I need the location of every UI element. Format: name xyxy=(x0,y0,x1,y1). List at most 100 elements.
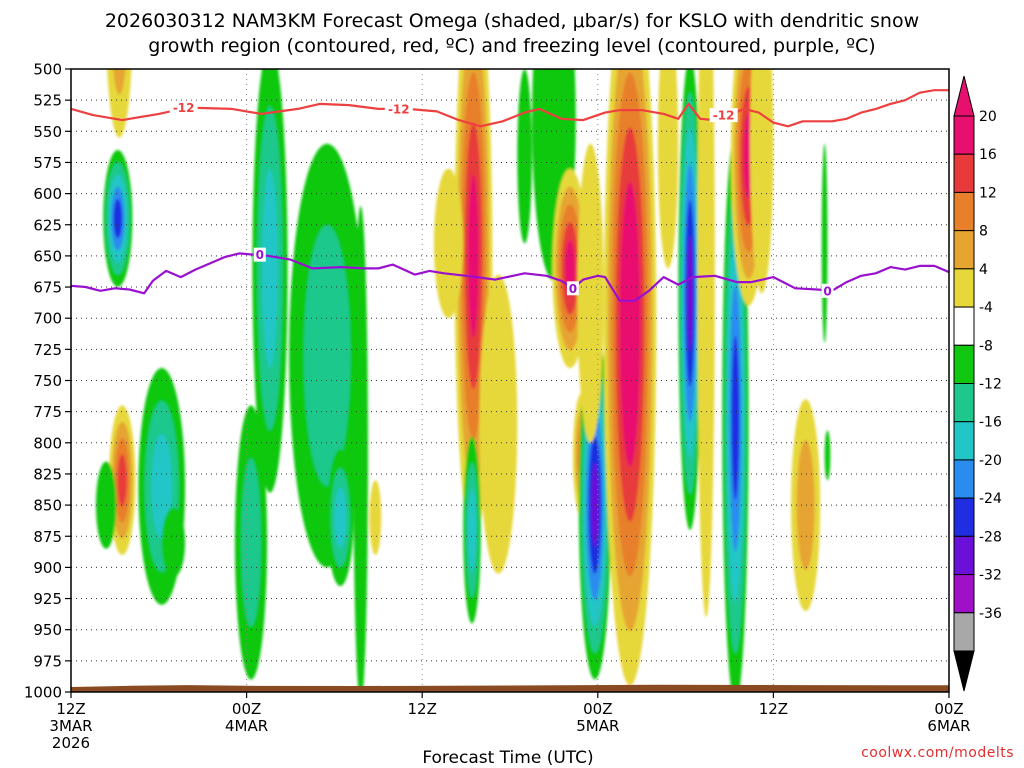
colorbar-under-arrow xyxy=(953,650,975,692)
omega-feature-25 xyxy=(697,69,715,618)
colorbar-bin-2 xyxy=(953,191,975,232)
contour-label-bg-0-0 xyxy=(169,100,198,115)
omega-level-29-1 xyxy=(796,439,815,571)
x-tick-label-0-0: 12Z xyxy=(56,700,85,718)
omega-level-1-1 xyxy=(113,69,126,95)
y-tick-label-975: 975 xyxy=(33,652,62,670)
y-tick-label-800: 800 xyxy=(33,434,62,452)
omega-level-23-0 xyxy=(657,69,679,269)
y-tick-label-675: 675 xyxy=(33,279,62,297)
omega-level-21-0 xyxy=(577,143,604,443)
y-tick-label-825: 825 xyxy=(33,465,62,483)
omega-feature-13 xyxy=(433,168,464,319)
omega-level-31-0 xyxy=(824,430,831,481)
omega-level-4-2 xyxy=(151,433,173,539)
omega-feature-16 xyxy=(517,69,532,244)
y-tick-label-750: 750 xyxy=(33,372,62,390)
colorbar: 20 16 12 8 4 -4 -8 -12 -16 -20 -24 -28 -32 -36 xyxy=(953,75,1002,692)
x-tick-label-0-1: 3MAR xyxy=(49,717,92,735)
y-tick-label-600: 600 xyxy=(33,185,62,203)
y-tick-label-550: 550 xyxy=(33,123,62,141)
colorbar-bin-7 xyxy=(953,383,975,423)
contour-line-1 xyxy=(71,252,949,302)
omega-feature-29 xyxy=(791,399,821,611)
colorbar-bin-4 xyxy=(953,268,975,308)
omega-shading-group xyxy=(95,69,831,692)
x-axis-label: Forecast Time (UTC) xyxy=(422,748,593,768)
x-tick-label-5-1: 6MAR xyxy=(927,717,970,735)
colorbar-bin-1 xyxy=(953,153,975,193)
colorbar-label-12: -32 xyxy=(979,568,1002,584)
colorbar-bin-12 xyxy=(953,574,975,614)
omega-level-13-0 xyxy=(433,168,464,319)
y-axis: 500 525 550 575 600 625 650 675 700 725 750 775 800 8… xyxy=(24,61,71,702)
colorbar-label-4: 4 xyxy=(979,262,988,278)
colorbar-label-1: 16 xyxy=(979,147,997,163)
omega-level-30-0 xyxy=(821,143,828,344)
omega-level-22-5 xyxy=(623,236,637,412)
contour-label-bg-1-2 xyxy=(821,283,834,298)
omega-level-7-1 xyxy=(241,458,261,627)
omega-feature-9 xyxy=(327,449,354,587)
contour-label-bg-0-2 xyxy=(709,108,738,123)
omega-level-5-0 xyxy=(161,507,186,578)
colorbar-label-0: 20 xyxy=(979,109,997,125)
colorbar-label-9: -20 xyxy=(979,453,1002,469)
colorbar-bin-3 xyxy=(953,230,975,270)
omega-level-28-0 xyxy=(750,69,774,294)
omega-level-11-0 xyxy=(369,480,382,555)
y-tick-label-650: 650 xyxy=(33,247,62,265)
omega-level-14-0 xyxy=(479,274,518,574)
x-tick-label-4-0: 12Z xyxy=(759,700,788,718)
colorbar-label-5: -4 xyxy=(979,300,993,316)
omega-feature-22 xyxy=(603,69,657,686)
omega-feature-11 xyxy=(369,480,382,555)
colorbar-over-arrow xyxy=(953,75,975,117)
contour-label-0-1: -12 xyxy=(388,102,410,116)
colorbar-label-11: -28 xyxy=(979,529,1002,545)
chart-title-line-1: 2026030312 NAM3KM Forecast Omega (shaded… xyxy=(105,10,919,32)
colorbar-label-3: 8 xyxy=(979,224,988,240)
omega-level-24-5 xyxy=(687,235,693,351)
contour-label-bg-1-0 xyxy=(253,247,266,262)
colorbar-label-2: 12 xyxy=(979,185,997,201)
x-tick-label-3-1: 5MAR xyxy=(576,717,619,735)
contour-label-bg-0-1 xyxy=(384,101,413,116)
omega-level-20-5 xyxy=(591,462,599,548)
colorbar-label-13: -36 xyxy=(979,606,1002,622)
omega-feature-10 xyxy=(353,206,368,692)
y-tick-label-900: 900 xyxy=(33,559,62,577)
x-tick-label-1-1: 4MAR xyxy=(225,717,268,735)
colorbar-bin-8 xyxy=(953,421,975,461)
omega-feature-0 xyxy=(103,150,133,287)
colorbar-bin-9 xyxy=(953,459,975,499)
temperature-contours: -12 -12 -12 0 0 0 xyxy=(71,89,949,302)
y-tick-label-700: 700 xyxy=(33,310,62,328)
y-tick-label-725: 725 xyxy=(33,341,62,359)
ground-surface xyxy=(71,684,949,692)
y-tick-label-1000: 1000 xyxy=(24,684,62,702)
omega-level-26-4 xyxy=(731,336,740,500)
contour-label-1-1: 0 xyxy=(569,282,577,296)
colorbar-bin-0 xyxy=(953,115,975,155)
omega-feature-5 xyxy=(161,507,186,578)
omega-feature-15 xyxy=(463,436,481,624)
colorbar-label-6: -8 xyxy=(979,338,993,354)
contour-label-0-0: -12 xyxy=(173,101,195,115)
omega-level-16-0 xyxy=(517,69,532,244)
terrain-ground xyxy=(71,684,949,692)
colorbar-label-7: -12 xyxy=(979,377,1002,393)
omega-level-6-2 xyxy=(262,168,278,369)
omega-level-25-0 xyxy=(697,69,715,618)
y-tick-label-850: 850 xyxy=(33,497,62,515)
omega-level-0-4 xyxy=(113,198,123,239)
colorbar-bin-13 xyxy=(953,612,975,652)
x-tick-label-1-0: 00Z xyxy=(232,700,261,718)
omega-feature-30 xyxy=(821,143,828,344)
colorbar-label-8: -16 xyxy=(979,415,1002,431)
omega-level-10-0 xyxy=(353,206,368,692)
omega-feature-24 xyxy=(678,69,702,530)
colorbar-bin-6 xyxy=(953,344,975,385)
